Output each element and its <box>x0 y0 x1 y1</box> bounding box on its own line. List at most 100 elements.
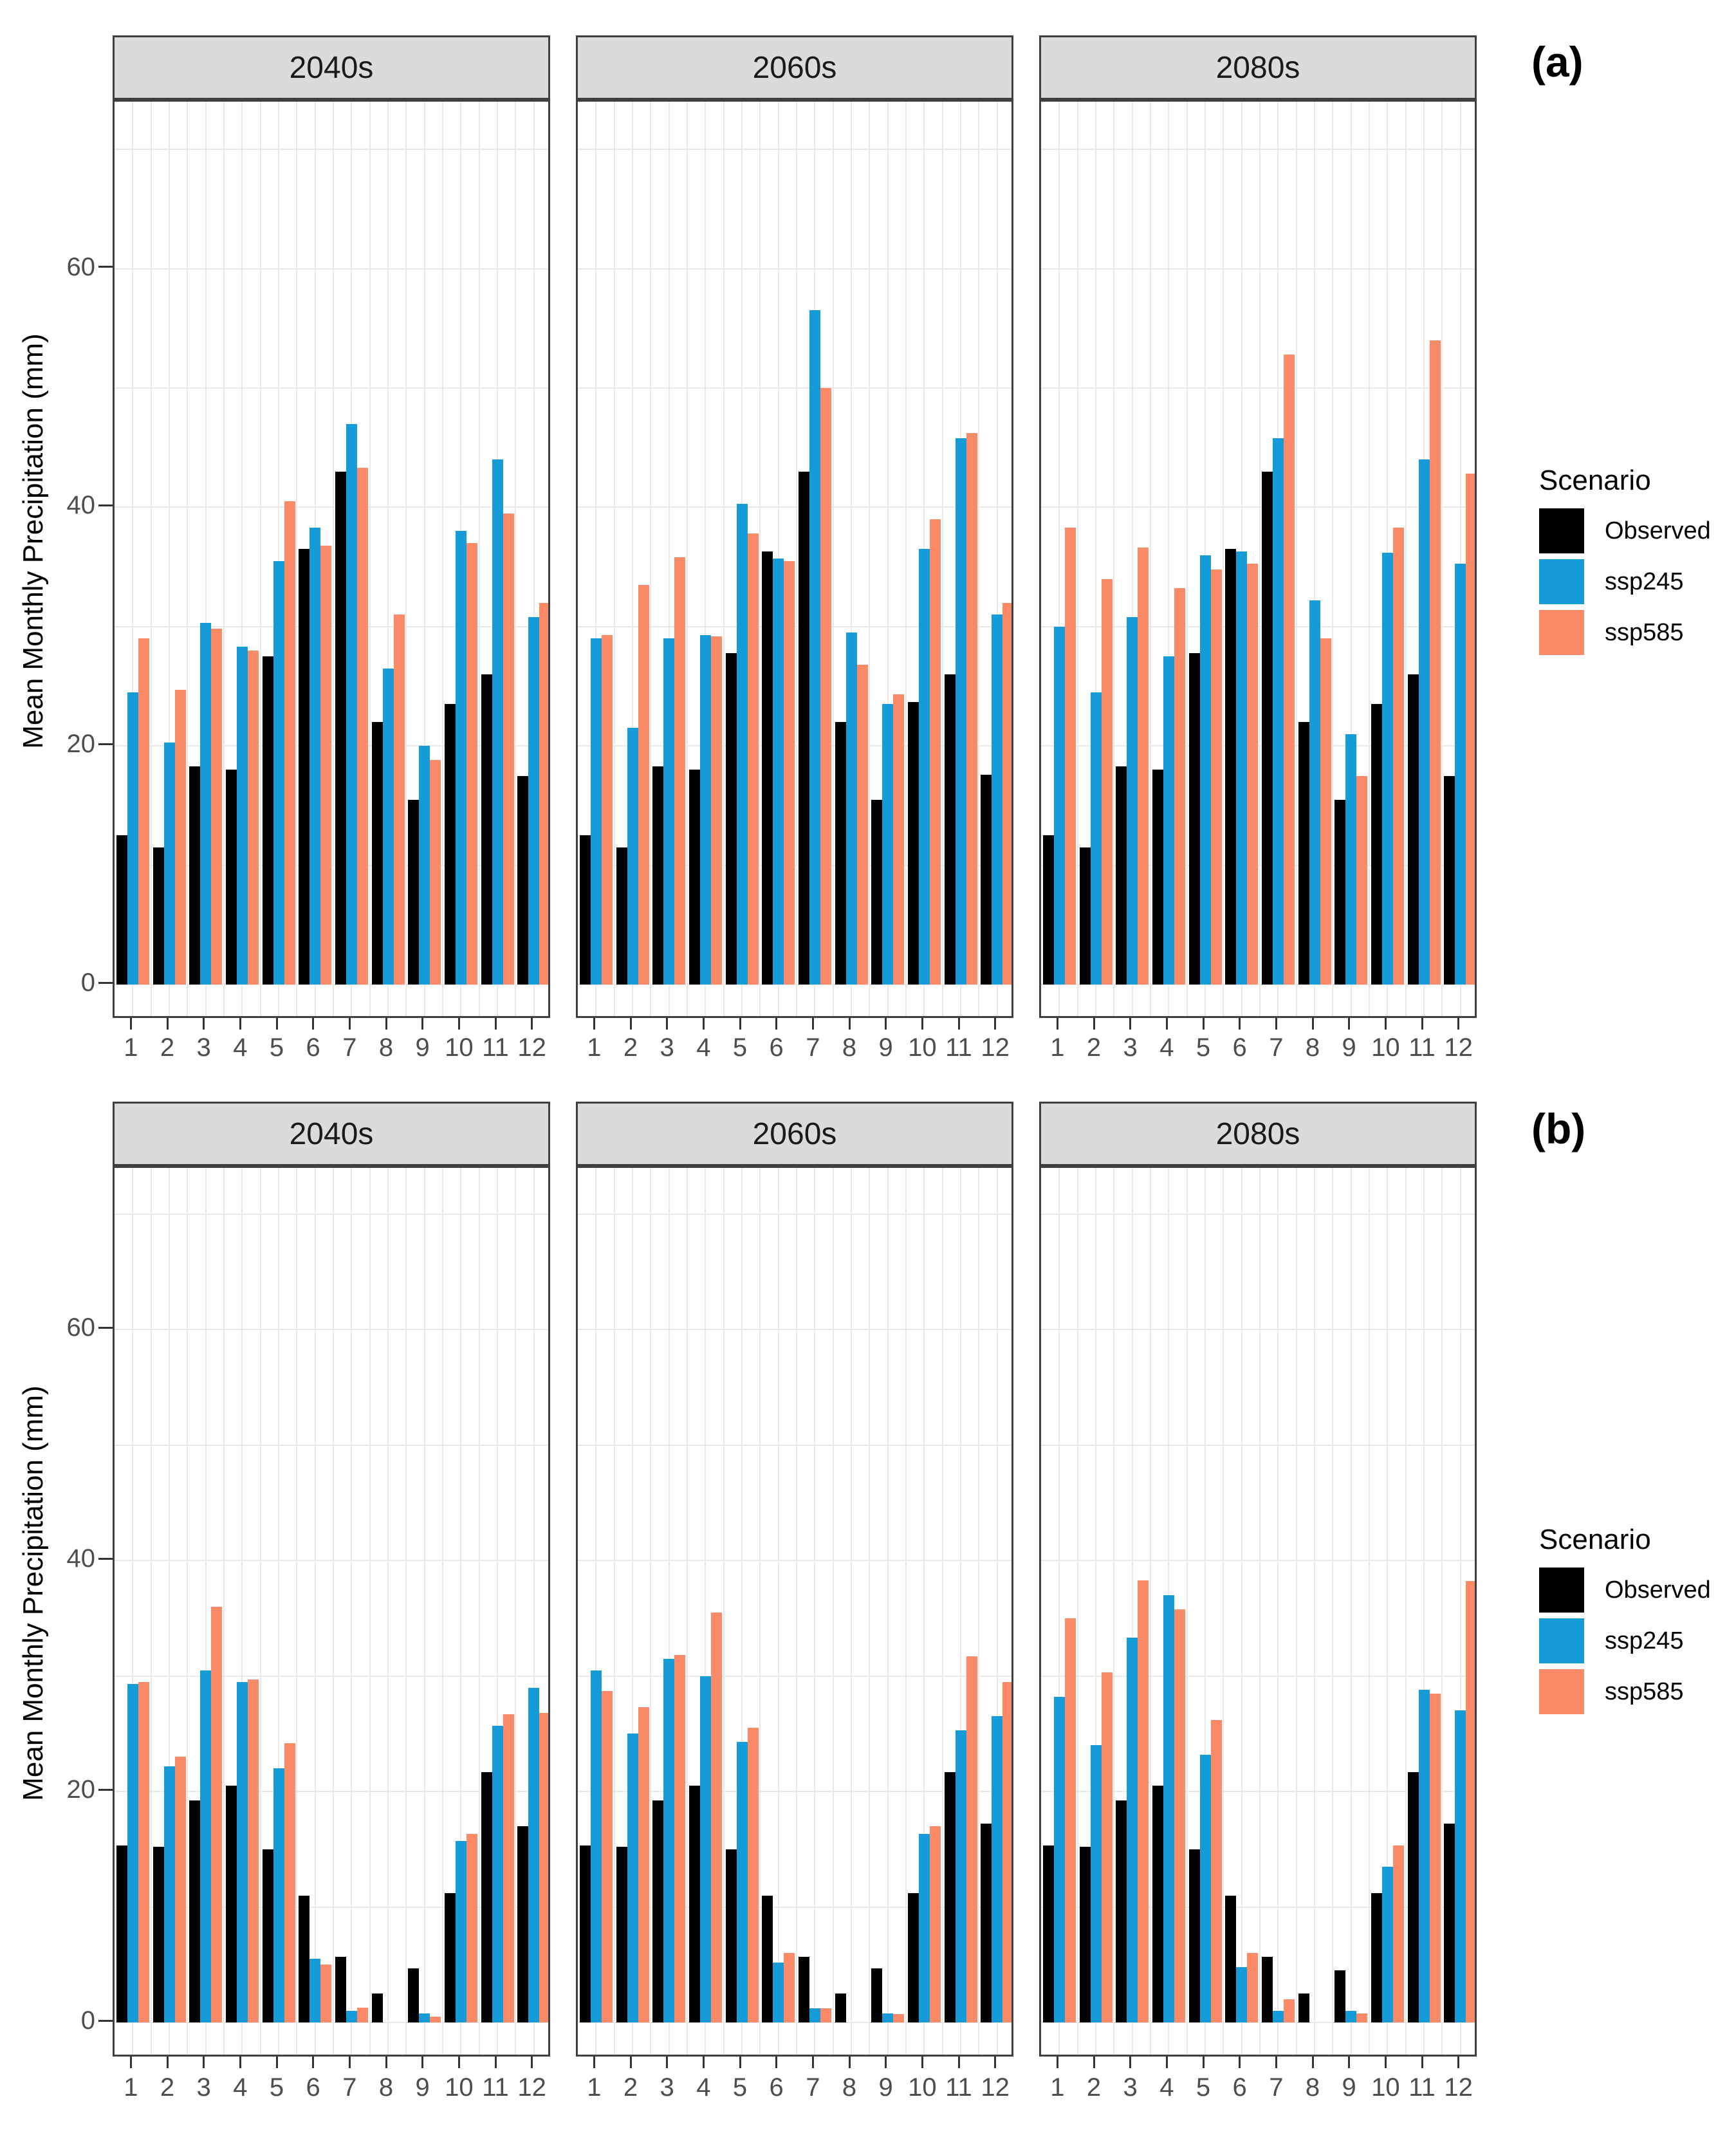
x-axis-tick <box>129 2057 132 2068</box>
bar-observed-month-9 <box>408 799 420 985</box>
bar-observed-month-1 <box>1042 835 1054 985</box>
gridline-vertical <box>1369 1168 1370 2055</box>
bar-observed-month-3 <box>189 1800 201 2022</box>
gridline-horizontal <box>115 149 548 151</box>
gridline-vertical <box>668 102 670 1016</box>
bar-observed-month-3 <box>1116 766 1127 985</box>
x-axis-tick-label: 4 <box>233 1033 248 1062</box>
bar-ssp245-month-2 <box>163 1766 175 2022</box>
gridline-vertical <box>1369 102 1370 1016</box>
bar-observed-month-11 <box>1407 674 1419 985</box>
bar-ssp585-month-10 <box>929 1826 941 2022</box>
x-axis-tick <box>848 2057 851 2068</box>
bar-ssp585-month-5 <box>747 533 759 985</box>
x-axis-tick <box>531 1018 533 1030</box>
bar-observed-month-12 <box>1444 1824 1455 2022</box>
bar-observed-month-3 <box>1116 1800 1127 2022</box>
gridline-vertical <box>1441 102 1443 1016</box>
x-axis-tick <box>739 2057 741 2068</box>
gridline-vertical <box>369 1168 371 2055</box>
gridline-vertical <box>132 102 134 1016</box>
y-axis-tick <box>98 1788 113 1791</box>
bar-ssp585-month-3 <box>674 1655 686 2022</box>
x-axis-tick <box>957 2057 960 2068</box>
gridline-vertical <box>1168 102 1170 1016</box>
gridline-vertical <box>613 102 615 1016</box>
gridline-vertical <box>1186 1168 1188 2055</box>
gridline-vertical <box>1150 1168 1151 2055</box>
legend-swatch-ssp245 <box>1539 1618 1584 1663</box>
gridline-vertical <box>595 102 597 1016</box>
bar-ssp585-month-4 <box>710 636 722 985</box>
x-axis-tick <box>702 1018 705 1030</box>
bar-observed-month-6 <box>299 1895 310 2022</box>
bar-ssp585-month-5 <box>284 1743 295 2022</box>
bar-observed-month-7 <box>798 1956 809 2022</box>
gridline-vertical <box>423 1168 425 2055</box>
x-axis-tick <box>385 1018 387 1030</box>
y-axis-tick-label: 20 <box>66 730 96 759</box>
y-axis-tick <box>98 504 113 506</box>
gridline-vertical <box>741 102 743 1016</box>
x-axis-tick <box>848 1018 851 1030</box>
bar-observed-month-9 <box>871 799 883 985</box>
gridline-vertical <box>1423 102 1425 1016</box>
bar-observed-month-4 <box>225 770 237 985</box>
x-axis-tick <box>739 1018 741 1030</box>
bar-ssp585-month-12 <box>1466 474 1475 985</box>
bar-ssp245-month-1 <box>1053 1696 1065 2022</box>
x-axis-tick-label: 6 <box>306 2073 320 2102</box>
gridline-horizontal <box>1041 1791 1475 1793</box>
bar-ssp585-month-7 <box>356 2007 368 2022</box>
x-axis-tick-label: 8 <box>1305 1033 1320 1062</box>
panel-corner-label-b: (b) <box>1531 1105 1586 1152</box>
gridline-vertical <box>668 1168 670 2055</box>
bar-ssp245-month-1 <box>590 638 602 985</box>
x-axis-tick <box>275 1018 278 1030</box>
bar-ssp245-month-7 <box>346 2011 357 2022</box>
bar-ssp245-month-10 <box>455 1841 466 2022</box>
y-axis-tick-label: 0 <box>80 2006 95 2035</box>
bar-ssp245-month-12 <box>528 1687 540 2022</box>
bar-ssp585-month-7 <box>820 2008 831 2022</box>
x-axis-tick <box>1056 1018 1058 1030</box>
gridline-vertical <box>1186 102 1188 1016</box>
x-axis-tick-label: 9 <box>415 1033 430 1062</box>
bar-ssp245-month-5 <box>736 503 748 985</box>
gridline-vertical <box>169 102 170 1016</box>
gridline-vertical <box>759 102 761 1016</box>
bar-observed-month-8 <box>371 722 383 985</box>
gridline-vertical <box>741 1168 743 2055</box>
gridline-vertical <box>1314 1168 1315 2055</box>
legend-swatch-observed <box>1539 1568 1584 1613</box>
x-axis-tick <box>1093 1018 1095 1030</box>
bar-observed-month-2 <box>616 847 627 985</box>
y-axis-title: Mean Monthly Precipitation (mm) <box>17 333 49 749</box>
bar-ssp585-month-4 <box>710 1612 722 2022</box>
gridline-vertical <box>1058 102 1060 1016</box>
x-axis-tick <box>1275 1018 1277 1030</box>
bar-ssp245-month-1 <box>590 1670 602 2022</box>
bar-ssp585-month-6 <box>784 560 795 985</box>
bar-observed-month-3 <box>652 1800 664 2022</box>
gridline-horizontal <box>1041 1675 1475 1677</box>
bar-ssp245-month-2 <box>1090 692 1102 985</box>
bar-ssp245-month-3 <box>200 623 212 985</box>
x-axis-tick <box>1165 1018 1168 1030</box>
gridline-vertical <box>369 102 371 1016</box>
bar-ssp585-month-9 <box>430 2017 441 2022</box>
gridline-horizontal <box>578 625 1011 627</box>
x-axis-tick <box>457 1018 460 1030</box>
gridline-vertical <box>723 102 725 1016</box>
bar-ssp245-month-3 <box>663 638 675 985</box>
x-axis-tick-label: 1 <box>587 1033 602 1062</box>
gridline-vertical <box>796 102 797 1016</box>
bar-ssp585-month-9 <box>893 2014 905 2022</box>
gridline-vertical <box>1277 1168 1279 2055</box>
x-axis-tick-label: 8 <box>842 1033 857 1062</box>
bar-ssp245-month-12 <box>992 1716 1003 2022</box>
x-axis-tick-label: 2 <box>623 2073 638 2102</box>
y-axis-tick <box>98 1557 113 1560</box>
gridline-vertical <box>296 102 298 1016</box>
